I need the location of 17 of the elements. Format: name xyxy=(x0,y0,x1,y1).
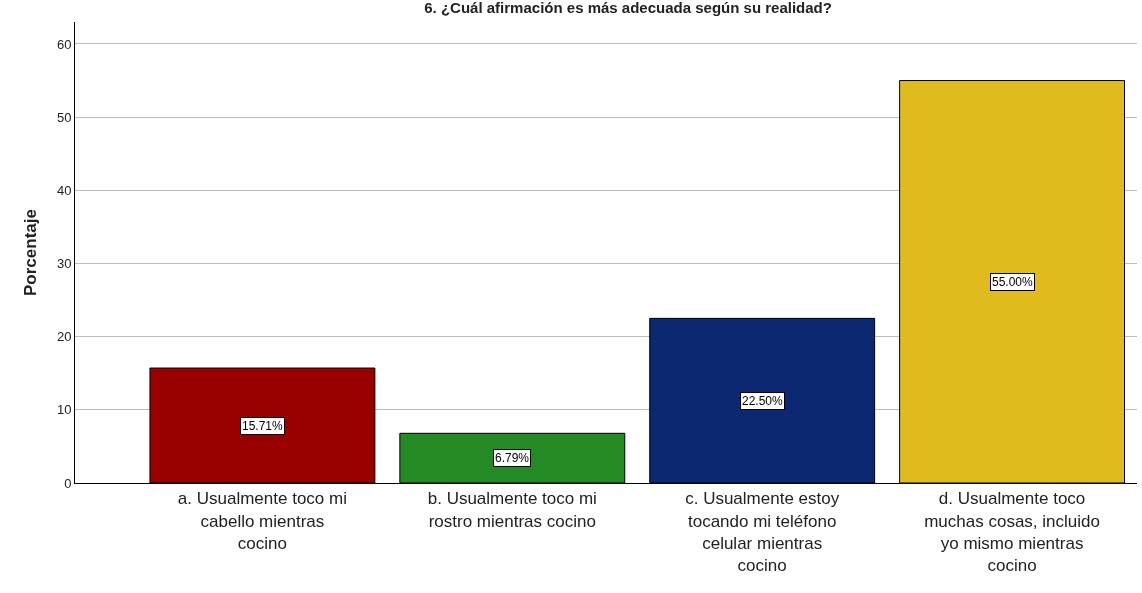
y-axis-title: Porcentaje xyxy=(21,209,41,296)
y-tick-label: 40 xyxy=(56,182,72,198)
y-tick-label: 0 xyxy=(64,475,72,491)
data-label: 22.50% xyxy=(742,394,784,408)
y-tick-label: 60 xyxy=(56,36,72,52)
y-tick-label: 50 xyxy=(56,109,72,125)
data-label: 15.71% xyxy=(242,419,284,433)
x-tick-label: c. Usualmente estoy tocando mi teléfono celular mientras cocino xyxy=(685,489,840,575)
data-label: 6.79% xyxy=(495,451,530,465)
y-tick-label: 20 xyxy=(56,329,72,345)
data-label: 55.00% xyxy=(992,275,1034,289)
y-tick-label: 10 xyxy=(56,402,72,418)
x-tick-label: a. Usualmente toco mi cabello mientras cocino xyxy=(177,489,347,553)
x-tick-label: b. Usualmente toco mi rostro mientras cocino xyxy=(427,489,597,531)
y-tick-label: 30 xyxy=(56,256,72,272)
x-tick-label: d. Usualmente toco muchas cosas, incluido yo mismo mientras cocino xyxy=(924,489,1100,575)
chart-title: 6. ¿Cuál afirmación es más adecuada según su realidad? xyxy=(424,0,832,17)
